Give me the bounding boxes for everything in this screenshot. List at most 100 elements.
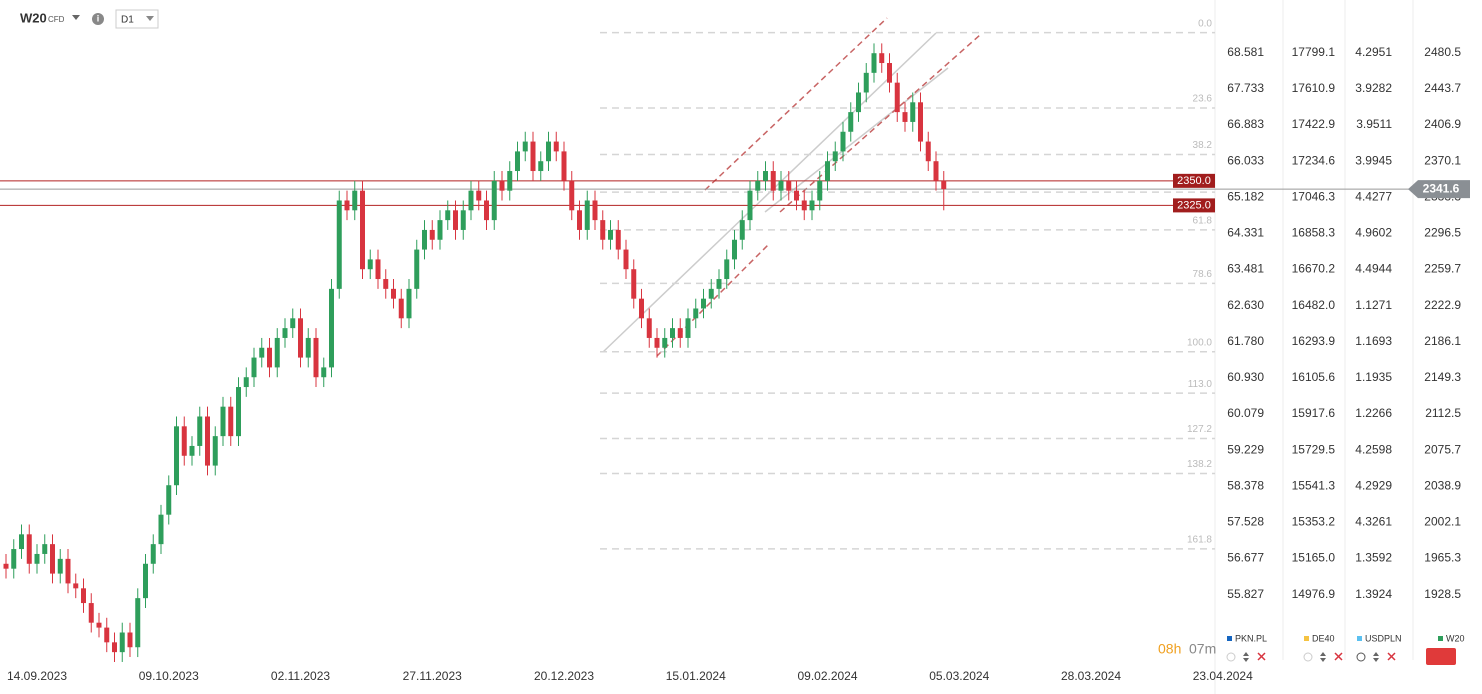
x-tick-label: 05.03.2024 <box>929 669 989 683</box>
candle-body <box>809 200 815 211</box>
candle-body <box>677 328 683 338</box>
candle-body <box>569 180 575 211</box>
overlay-tick-label: 4.3261 <box>1355 515 1392 529</box>
overlay-tick-label: 67.733 <box>1227 81 1264 95</box>
overlay-tick-label: 16482.0 <box>1292 298 1336 312</box>
candle-body <box>693 308 699 319</box>
y-tick-label: 1928.5 <box>1424 587 1461 601</box>
candle-body <box>631 269 637 299</box>
legend-style[interactable] <box>1426 648 1456 665</box>
candle-body <box>538 161 544 172</box>
candle-body <box>81 588 86 604</box>
candle-body <box>73 583 79 589</box>
y-tick-label: 1965.3 <box>1424 551 1461 565</box>
overlay-tick-label: 1.1935 <box>1355 370 1392 384</box>
y-tick-label: 2443.7 <box>1424 81 1461 95</box>
interval-box[interactable] <box>115 9 159 29</box>
legend-remove[interactable] <box>1334 652 1343 661</box>
info-icon[interactable] <box>92 13 104 25</box>
overlay-tick-label: 4.2951 <box>1355 45 1392 59</box>
legend-swatch <box>1304 636 1309 641</box>
candle-body <box>375 259 381 280</box>
candle-body <box>716 279 722 289</box>
legend-order[interactable] <box>1373 652 1379 662</box>
legend-label[interactable]: PKN.PL <box>1235 633 1267 643</box>
overlay-tick-label: 58.378 <box>1227 478 1264 492</box>
overlay-tick-label: 16293.9 <box>1292 334 1336 348</box>
candle-body <box>856 92 861 113</box>
candle-body <box>26 534 32 564</box>
symbol[interactable]: W20 <box>20 10 47 25</box>
candle-body <box>747 190 753 221</box>
candle-body <box>739 220 745 240</box>
x-tick-label: 23.04.2024 <box>1193 669 1253 683</box>
legend-visibility[interactable] <box>1226 652 1236 662</box>
candle-body <box>794 190 799 201</box>
candle-body <box>383 279 389 289</box>
candle-body <box>104 627 110 643</box>
candle-body <box>763 171 768 181</box>
y-tick-label: 2296.5 <box>1424 226 1461 240</box>
candle-body <box>313 337 319 378</box>
y-tick-label: 2112.5 <box>1425 406 1461 420</box>
x-tick-label: 02.11.2023 <box>271 669 330 683</box>
y-tick-label: 2149.3 <box>1424 370 1461 384</box>
candle-body <box>360 190 365 270</box>
candle-body <box>685 318 691 338</box>
candle-body <box>670 328 675 338</box>
x-tick-label: 09.02.2024 <box>797 669 857 683</box>
candle-body <box>391 288 396 299</box>
candle-body <box>150 544 156 564</box>
candle-body <box>197 416 203 446</box>
y-tick-label: 2222.9 <box>1424 298 1461 312</box>
symbol-dropdown[interactable] <box>72 15 80 20</box>
channel-line <box>704 17 888 191</box>
overlay-tick-label: 63.481 <box>1227 262 1264 276</box>
legend-label[interactable]: DE40 <box>1312 633 1335 643</box>
legend-label[interactable]: USDPLN <box>1365 633 1402 643</box>
overlay-tick-label: 15165.0 <box>1292 551 1336 565</box>
overlay-tick-label: 15729.5 <box>1292 442 1336 456</box>
timer-hours: 08h <box>1158 641 1181 657</box>
legend-remove[interactable] <box>1257 652 1266 661</box>
candle-body <box>755 180 761 191</box>
candle-body <box>406 288 412 319</box>
candle-body <box>352 190 358 211</box>
legend-label[interactable]: W20 <box>1446 633 1465 643</box>
candle-body <box>584 200 590 230</box>
candle-body <box>708 288 714 299</box>
y-tick-label: 2406.9 <box>1424 117 1461 131</box>
channel-line <box>656 242 771 357</box>
fib-label: 127.2 <box>1187 424 1212 435</box>
candle-body <box>112 642 117 653</box>
overlay-tick-label: 1.2266 <box>1355 406 1392 420</box>
overlay-tick-label: 3.9945 <box>1355 153 1392 167</box>
last-price-label: 2341.6 <box>1423 181 1460 195</box>
candle-body <box>871 53 877 73</box>
overlay-tick-label: 4.4277 <box>1355 189 1392 203</box>
candle-body <box>453 210 458 230</box>
candle-body <box>429 229 435 240</box>
legend-swatch <box>1357 636 1362 641</box>
overlay-tick-label: 1.3592 <box>1355 551 1392 565</box>
candle-body <box>553 141 559 152</box>
legend-order[interactable] <box>1320 652 1326 662</box>
x-tick-label: 09.10.2023 <box>139 669 199 683</box>
legend-visibility[interactable] <box>1356 652 1366 662</box>
candle-body <box>329 288 334 368</box>
candle-body <box>321 367 327 378</box>
overlay-tick-label: 66.033 <box>1227 153 1264 167</box>
legend-remove[interactable] <box>1387 652 1396 661</box>
legend-order[interactable] <box>1243 652 1249 662</box>
overlay-tick-label: 16105.6 <box>1292 370 1336 384</box>
candle-body <box>220 406 226 437</box>
candle-body <box>592 200 598 221</box>
y-tick-label: 2370.1 <box>1424 153 1461 167</box>
candle-body <box>608 229 613 240</box>
candle-body <box>460 210 466 230</box>
candle-body <box>174 426 179 486</box>
overlay-tick-label: 17610.9 <box>1292 81 1336 95</box>
legend-visibility[interactable] <box>1303 652 1313 662</box>
overlay-tick-label: 66.883 <box>1227 117 1264 131</box>
